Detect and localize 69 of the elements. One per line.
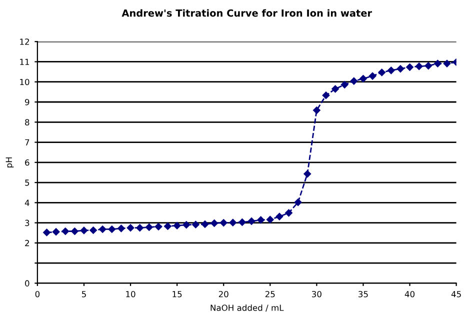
y-tick-label: 12 [20,38,29,45]
x-tick-label: 5 [82,291,86,298]
y-tick-label: 9 [25,98,30,106]
y-tick-label: 3 [25,220,30,226]
point [332,85,339,93]
x-axis-title: NaOH added / mL [210,304,284,312]
point [406,64,414,71]
point [424,62,432,70]
y-tick-label: 10 [20,78,30,86]
y-axis-title: pH [6,157,14,168]
x-tick-label: 35 [358,290,368,298]
y-tick-label: 6 [25,159,30,166]
y-tick-label: 4 [24,200,30,206]
point [192,220,200,228]
x-tick-label: 15 [172,291,182,298]
point [118,224,125,232]
point [415,62,423,70]
point [322,92,330,99]
point [136,224,144,232]
y-tick-label: 0 [25,280,30,286]
point [229,218,237,226]
point [90,226,97,234]
point [173,222,181,230]
x-tick-label: 30 [312,290,322,298]
point [201,220,209,228]
point [294,198,302,206]
point [340,81,348,88]
point [71,228,78,235]
point [98,226,106,233]
point [257,216,264,224]
point [52,228,60,236]
point [266,216,274,224]
point [443,60,451,68]
point [154,222,162,230]
x-tick-label: 0 [35,290,40,298]
point [434,60,442,68]
x-tick-label: 10 [126,290,136,298]
y-tick-label: 8 [25,119,30,126]
point [248,218,256,225]
point [126,224,134,232]
point [220,219,228,226]
point [43,228,50,236]
point [62,228,70,235]
y-tick-label: 2 [25,240,29,246]
x-tick-label: 40 [404,290,415,298]
point [108,226,116,233]
point [360,75,367,82]
point [378,68,386,76]
point [304,170,312,178]
y-tick-label: 11 [20,58,30,65]
y-tick-label: 5 [25,180,30,186]
point [396,65,404,72]
y-tick-label: 7 [25,139,30,146]
point [276,212,284,220]
point [388,66,395,74]
point [368,72,376,80]
x-tick-label: 20 [218,290,228,298]
point [313,106,320,114]
point [238,218,246,226]
chart-title: Andrew's Titration Curve for Iron Ion in water [122,9,372,17]
point [145,224,153,231]
x-tick-label: 25 [265,290,275,298]
point [285,209,292,217]
x-tick-label: 45 [451,291,461,298]
point [350,77,358,85]
point [210,220,218,227]
point [80,226,88,234]
point [164,222,172,230]
point [182,221,190,228]
